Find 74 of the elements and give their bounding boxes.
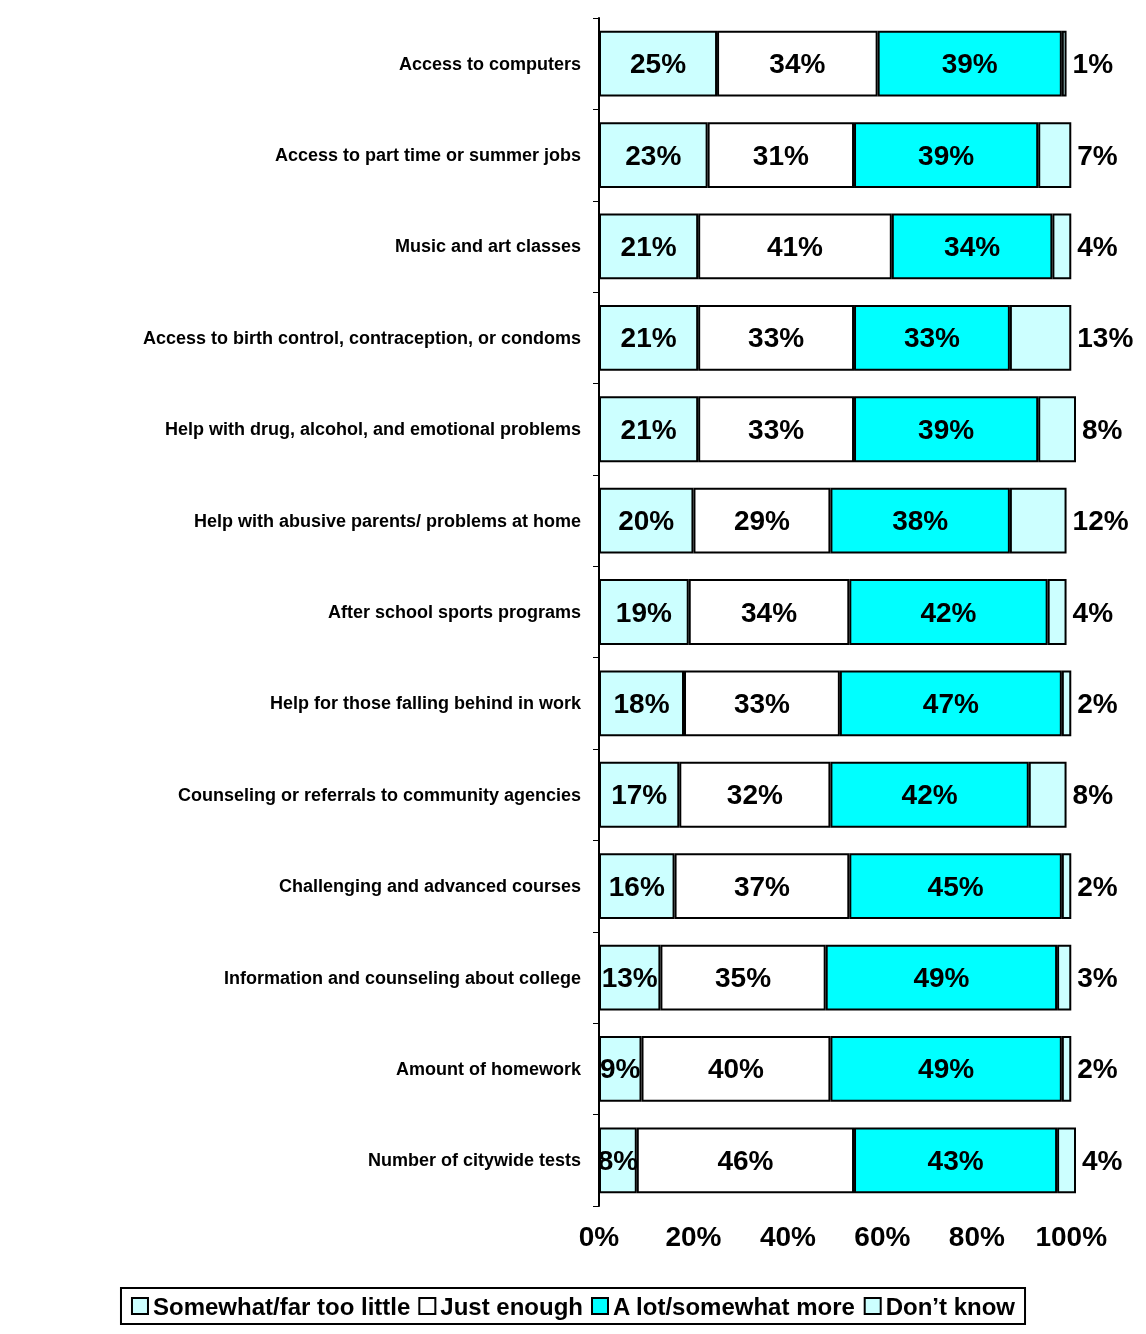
x-tick-label: 20% (665, 1220, 722, 1252)
data-label: 31% (752, 139, 809, 171)
legend-label: Don’t know (885, 1292, 1016, 1320)
y-tick-label: Access to part time or summer jobs (274, 145, 581, 166)
x-tick-label: 0% (578, 1220, 620, 1252)
data-label: 41% (766, 230, 824, 262)
data-label: 23% (625, 139, 682, 171)
data-label: 8% (1072, 779, 1114, 811)
data-label: 34% (944, 230, 1001, 262)
y-tick-label: Information and counseling about college (223, 967, 581, 988)
data-label: 32% (726, 779, 783, 811)
data-label: 1% (1072, 48, 1114, 80)
data-label: 40% (707, 1053, 765, 1085)
data-label: 19% (615, 596, 672, 628)
data-label: 13% (1077, 322, 1134, 354)
data-label: 37% (733, 870, 791, 902)
data-label: 2% (1077, 687, 1118, 719)
y-tick-label: Help with abusive parents/ problems at home (193, 510, 581, 531)
y-tick-label: Challenging and advanced courses (278, 876, 581, 897)
data-label: 21% (620, 230, 677, 262)
y-tick-label: Help for those falling behind in work (269, 693, 582, 714)
y-tick-label: Help with drug, alcohol, and emotional problems (164, 419, 581, 440)
data-label: 38% (892, 505, 949, 537)
data-label: 9% (600, 1053, 641, 1085)
data-label: 12% (1072, 505, 1129, 537)
data-label: 33% (748, 413, 805, 445)
data-label: 42% (901, 779, 958, 811)
data-label: 33% (903, 322, 961, 354)
data-label: 47% (922, 687, 979, 719)
data-label: 4% (1077, 230, 1118, 262)
x-tick-label: 80% (948, 1220, 1005, 1252)
legend-label: Somewhat/far too little (152, 1292, 411, 1320)
data-label: 39% (918, 139, 975, 171)
y-tick-label: Access to computers (398, 53, 581, 74)
data-label: 13% (601, 962, 658, 994)
data-label: 35% (715, 962, 772, 994)
y-tick-label: After school sports programs (327, 602, 581, 622)
data-label: 33% (733, 687, 791, 719)
data-label: 29% (733, 505, 791, 537)
data-label: 46% (717, 1144, 774, 1176)
data-label: 2% (1077, 1053, 1118, 1085)
data-label: 3% (1077, 962, 1118, 994)
data-label: 8% (1082, 413, 1123, 445)
y-tick-label: Number of citywide tests (367, 1150, 581, 1171)
data-label: 17% (611, 779, 668, 811)
data-label: 21% (620, 413, 677, 445)
data-label: 43% (927, 1144, 984, 1176)
data-label: 2% (1077, 870, 1118, 902)
data-label: 33% (748, 322, 805, 354)
legend-label: A lot/somewhat more (613, 1292, 855, 1320)
y-tick-label: Amount of homework (396, 1058, 582, 1079)
data-label: 20% (618, 505, 675, 537)
y-tick-label: Counseling or referrals to community agencies (177, 784, 581, 805)
data-label: 39% (918, 413, 975, 445)
data-label: 49% (918, 1053, 975, 1085)
data-label: 25% (630, 48, 687, 80)
x-tick-label: 100% (1035, 1220, 1108, 1252)
data-label: 42% (920, 596, 977, 628)
data-label: 7% (1077, 139, 1118, 171)
data-label: 34% (769, 48, 826, 80)
legend-label: Just enough (440, 1292, 584, 1320)
data-label: 4% (1072, 596, 1114, 628)
data-label: 18% (613, 687, 670, 719)
data-label: 49% (913, 962, 970, 994)
data-label: 4% (1082, 1144, 1123, 1176)
x-tick-label: 40% (759, 1220, 817, 1252)
data-label: 16% (608, 870, 665, 902)
y-tick-label: Music and art classes (394, 236, 581, 257)
data-label: 45% (927, 870, 984, 902)
x-tick-label: 60% (854, 1220, 911, 1252)
y-tick-label: Access to birth control, contraception, or condoms (142, 327, 581, 348)
data-label: 39% (941, 48, 998, 80)
data-label: 34% (741, 596, 798, 628)
data-label: 21% (620, 322, 677, 354)
